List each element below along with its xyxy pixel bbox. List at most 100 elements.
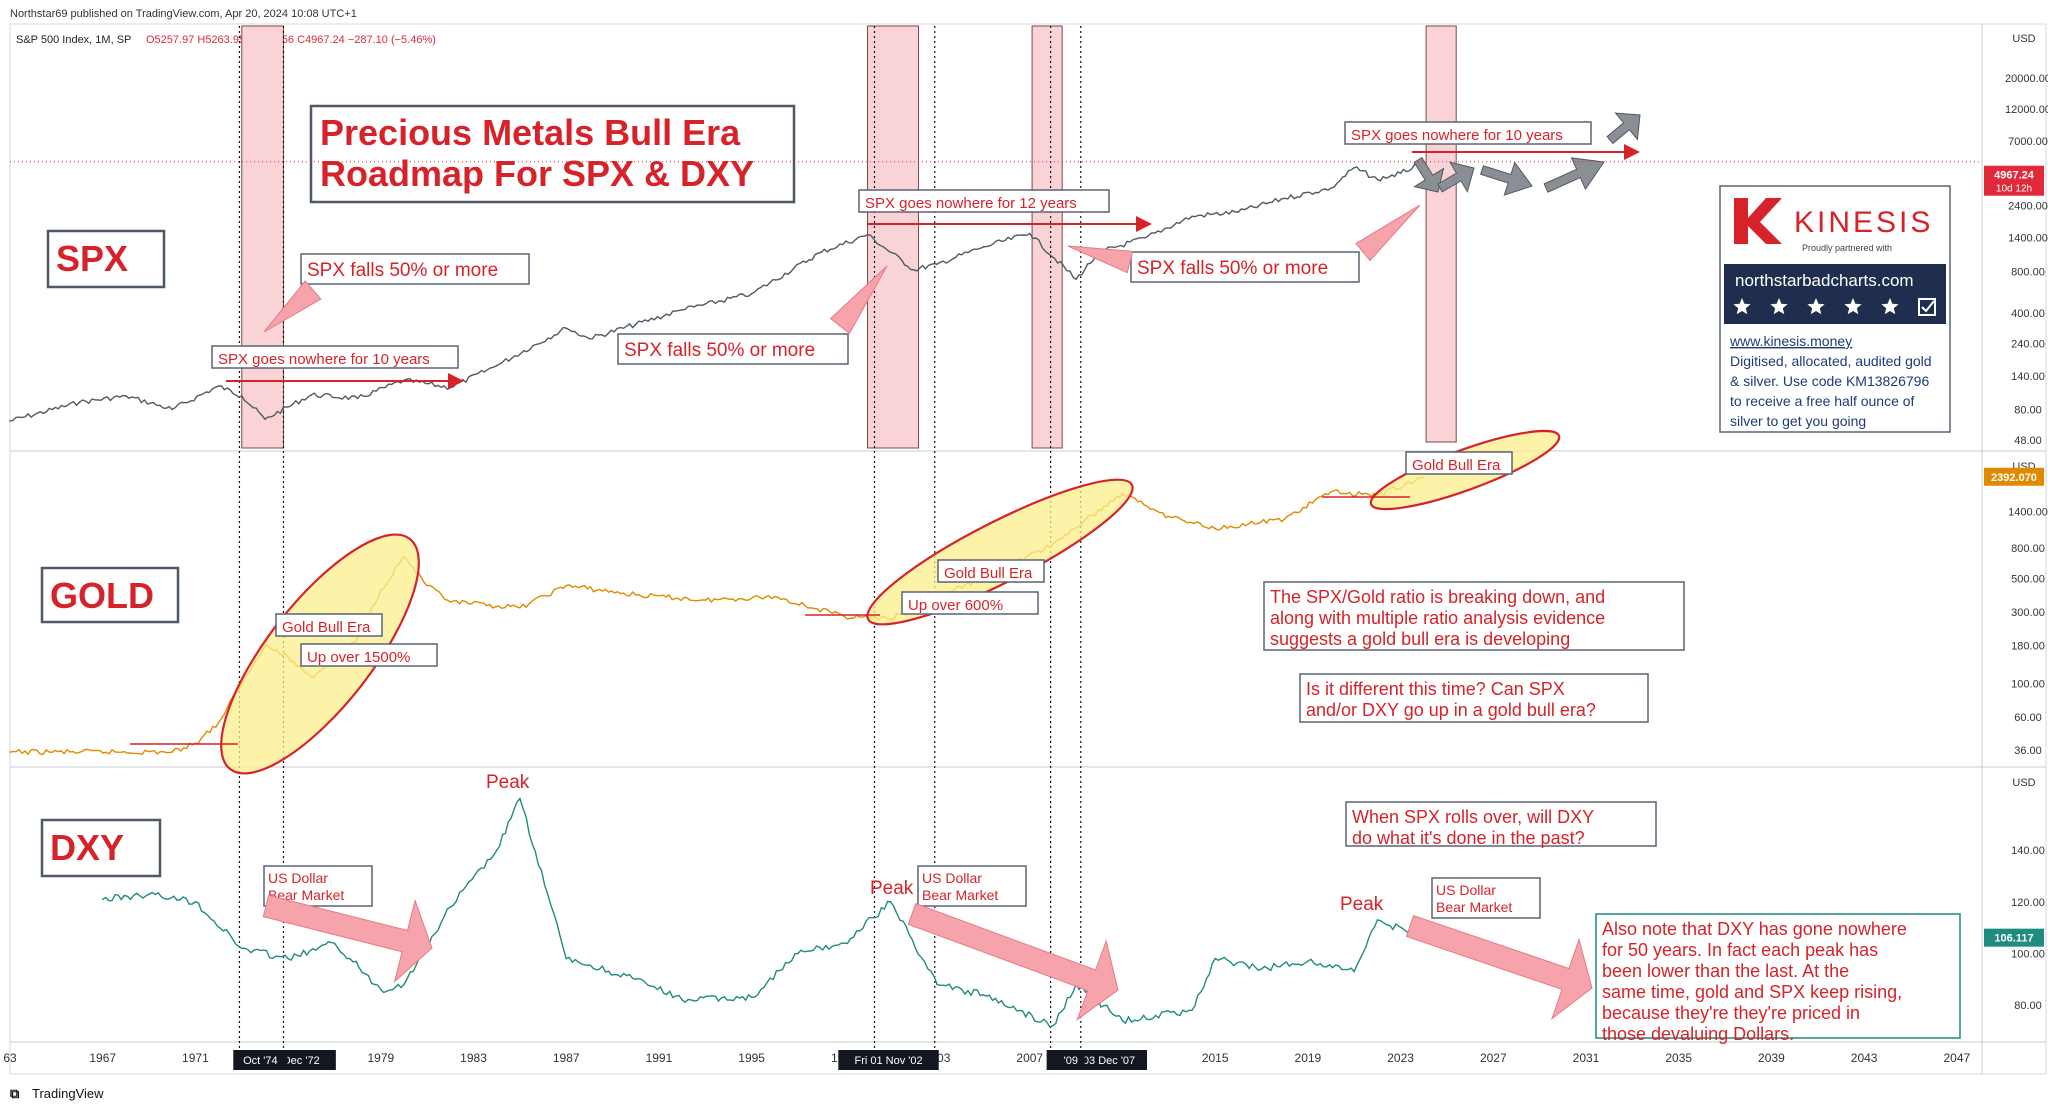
spx-falls-2-text: SPX falls 50% or more xyxy=(624,340,815,361)
data-point xyxy=(634,594,637,596)
gold-up-1500-box xyxy=(300,643,438,667)
projection-arrow xyxy=(1413,156,1445,193)
dxy-bear-arrow-3 xyxy=(1405,914,1593,1020)
projection-arrow xyxy=(1437,161,1475,194)
data-point xyxy=(171,751,174,753)
time-tick-label: 2039 xyxy=(1758,1051,1785,1065)
data-point xyxy=(1330,187,1332,189)
data-point xyxy=(495,849,498,852)
panel-label-box-dxy xyxy=(40,818,162,878)
ad-copy-line: & silver. Use code KM13826796 xyxy=(1730,373,1929,389)
ad-url[interactable]: www.kinesis.money xyxy=(1729,333,1852,349)
projection-arrow xyxy=(1479,161,1533,196)
data-point xyxy=(1283,197,1286,200)
panel-label-box-gold xyxy=(40,566,180,624)
data-point xyxy=(982,246,985,248)
data-point xyxy=(519,797,521,800)
price-tick-label: 36.00 xyxy=(2014,745,2042,757)
data-point xyxy=(1168,515,1170,518)
ad-copy-line: Digitised, allocated, audited gold xyxy=(1730,353,1932,369)
spx-falls-1-box xyxy=(300,253,530,285)
data-point xyxy=(1075,278,1077,281)
data-point xyxy=(101,898,104,901)
check-icon xyxy=(1921,300,1935,313)
data-point xyxy=(125,395,127,397)
dxy-note-text: Also note that DXY has gone nowhere xyxy=(1602,919,1907,939)
usd-bear-3-text: US Dollar xyxy=(1436,882,1496,898)
last-value-tag xyxy=(1984,165,2044,196)
data-point xyxy=(449,601,452,603)
price-tick-label: 300.00 xyxy=(2011,607,2045,619)
symbol-label[interactable]: S&P 500 Index, 1M, SP xyxy=(16,34,132,46)
data-point xyxy=(843,615,846,618)
last-value-label: 106.117 xyxy=(1994,933,2033,945)
data-point xyxy=(287,957,289,960)
data-point xyxy=(264,418,266,420)
last-value-label: 2392.070 xyxy=(1991,472,2037,484)
dxy-note-text: same time, gold and SPX keep rising, xyxy=(1602,982,1902,1002)
ad-site: northstarbadcharts.com xyxy=(1735,271,1914,290)
spx-falls-1-pointer xyxy=(263,280,322,333)
different-note-text: and/or DXY go up in a gold bull era? xyxy=(1306,700,1596,720)
data-point xyxy=(1121,1019,1124,1022)
data-point xyxy=(634,323,637,326)
usd-bear-2-text: US Dollar xyxy=(922,870,982,886)
spx-nowhere-12-text: SPX goes nowhere for 12 years xyxy=(865,195,1077,212)
time-tick-label: 2007 xyxy=(1016,1051,1043,1065)
series-line-gold xyxy=(9,476,1425,756)
time-tick-label: 1983 xyxy=(460,1051,487,1065)
data-point xyxy=(1052,1024,1054,1027)
data-point xyxy=(1376,919,1379,921)
time-tick-label: 1967 xyxy=(89,1051,116,1065)
star-icon xyxy=(1733,298,1751,315)
data-point xyxy=(982,993,985,996)
data-point xyxy=(936,983,938,986)
data-point xyxy=(634,978,637,981)
title-box xyxy=(309,104,796,204)
publisher-line: Northstar69 published on TradingView.com… xyxy=(10,8,357,20)
highlight-band xyxy=(867,25,920,449)
dxy-roll-note-text: do what it's done in the past? xyxy=(1352,828,1585,848)
data-point xyxy=(1028,232,1031,235)
data-point xyxy=(9,751,11,753)
price-tick-label: 1400.00 xyxy=(2008,233,2048,245)
ad-tagline: Proudly partnered with xyxy=(1802,243,1892,253)
usd-bear-1-text: Bear Market xyxy=(268,887,344,903)
time-tick-label: 1991 xyxy=(646,1051,673,1065)
dxy-note-text: those devaluing Dollars. xyxy=(1602,1024,1794,1044)
ad-copy-line: silver to get you going xyxy=(1730,413,1866,429)
price-tick-label: 12000.00 xyxy=(2005,104,2048,116)
gold-bull-1-text: Gold Bull Era xyxy=(282,619,371,636)
data-point xyxy=(9,420,11,422)
panel-label-box-spx xyxy=(46,229,166,289)
data-point xyxy=(1283,518,1286,520)
series-line-dxy xyxy=(102,797,1425,1028)
data-point xyxy=(1191,1009,1193,1011)
price-tick-label: 2400.00 xyxy=(2008,200,2048,212)
data-point xyxy=(750,292,753,295)
spx-nowhere-12-box xyxy=(858,189,1110,213)
dxy-bear-arrow-1 xyxy=(262,894,433,984)
gold-up-600-text: Up over 600% xyxy=(908,597,1003,614)
last-value-countdown: 10d 12h xyxy=(1996,184,2032,195)
data-point xyxy=(194,901,197,903)
price-tick-label: 100.00 xyxy=(2011,948,2045,960)
data-point xyxy=(889,901,892,903)
data-point xyxy=(588,337,591,340)
last-value-tag xyxy=(1984,467,2044,486)
time-tick-label: 2031 xyxy=(1573,1051,1600,1065)
axis-unit-label: USD xyxy=(2012,33,2035,45)
data-point xyxy=(1353,166,1356,169)
data-point xyxy=(913,268,915,271)
time-tick-label: 2027 xyxy=(1480,1051,1507,1065)
data-point xyxy=(704,599,707,601)
data-point xyxy=(426,584,428,587)
data-point xyxy=(356,397,359,400)
ratio-note-text: The SPX/Gold ratio is breaking down, and xyxy=(1270,587,1605,607)
time-tick-label: 2035 xyxy=(1665,1051,1692,1065)
data-point xyxy=(565,584,568,587)
data-point xyxy=(1353,970,1356,973)
time-tick-label: 2047 xyxy=(1943,1051,1970,1065)
time-tick-label: 1987 xyxy=(553,1051,580,1065)
